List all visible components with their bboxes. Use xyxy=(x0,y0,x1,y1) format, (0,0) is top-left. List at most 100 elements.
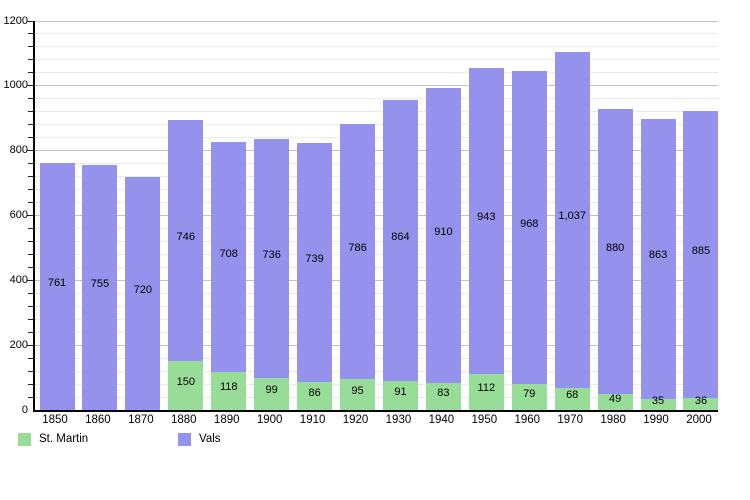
gridline-major xyxy=(35,279,718,281)
x-axis-label: 1950 xyxy=(471,414,498,426)
gridline-minor xyxy=(35,176,718,178)
legend-swatch-st-martin xyxy=(18,432,31,446)
bar-value-label-st-martin: 49 xyxy=(609,392,622,405)
x-axis-label: 1960 xyxy=(514,414,541,426)
y-axis-tick xyxy=(27,279,33,281)
bar-value-label-vals: 943 xyxy=(477,211,496,224)
y-axis-tick xyxy=(28,396,33,398)
y-axis-tick xyxy=(28,318,33,320)
gridline-minor xyxy=(35,59,718,61)
y-axis-tick xyxy=(28,72,33,74)
y-axis-tick xyxy=(28,331,33,333)
y-axis-tick xyxy=(28,240,33,242)
y-axis-label: 400 xyxy=(9,273,28,286)
y-axis-tick xyxy=(28,266,33,268)
gridline-minor xyxy=(35,72,718,74)
x-axis-label: 1920 xyxy=(342,414,369,426)
bar-value-label-st-martin: 68 xyxy=(566,389,579,402)
y-axis-tick xyxy=(28,189,33,191)
bar-segment-vals xyxy=(468,68,504,374)
y-axis-tick xyxy=(27,85,33,87)
y-axis-label: 200 xyxy=(9,338,28,351)
bar-segment-st-martin xyxy=(211,370,247,410)
gridline-minor xyxy=(35,163,718,165)
y-axis-tick xyxy=(28,305,33,307)
y-axis-tick xyxy=(28,357,33,359)
gridline-minor xyxy=(35,266,718,268)
x-axis-label: 1880 xyxy=(171,414,197,426)
legend: St. Martin Vals xyxy=(0,431,750,451)
gridline-minor xyxy=(35,111,718,113)
bar-value-label-vals: 786 xyxy=(348,242,367,255)
y-axis-tick xyxy=(28,292,33,294)
bar-segment-vals xyxy=(511,70,547,385)
gridline-minor xyxy=(35,124,718,126)
y-axis-tick xyxy=(28,124,33,126)
y-axis-tick xyxy=(28,46,33,48)
x-axis-label: 1990 xyxy=(643,414,669,426)
bar-segment-vals xyxy=(640,118,676,399)
legend-item-vals: Vals xyxy=(178,431,221,447)
bar-segment-vals xyxy=(683,111,719,399)
bar-value-label-st-martin: 35 xyxy=(651,394,665,407)
bar-value-label-vals: 910 xyxy=(434,226,453,239)
bar-value-label-vals: 739 xyxy=(305,252,324,265)
bar-value-label-st-martin: 118 xyxy=(219,381,238,394)
bar-segment-vals xyxy=(168,119,204,362)
bar-value-label-st-martin: 95 xyxy=(351,385,364,398)
bar-value-label-st-martin: 83 xyxy=(437,387,450,400)
x-axis-label: 1910 xyxy=(299,414,326,426)
x-axis-label: 1930 xyxy=(385,414,412,426)
gridline-minor xyxy=(35,227,718,229)
gridline-minor xyxy=(35,253,718,255)
y-axis-tick xyxy=(28,202,33,204)
bar-value-label-st-martin: 91 xyxy=(394,385,407,398)
y-axis-tick xyxy=(28,98,33,100)
x-axis-label: 1860 xyxy=(85,414,111,426)
gridline-minor xyxy=(35,189,718,191)
gridline-minor xyxy=(35,357,718,359)
x-axis-label: 2000 xyxy=(686,414,712,426)
bar-value-label-vals: 746 xyxy=(176,230,195,243)
y-axis-tick xyxy=(28,59,33,61)
bar-value-label-st-martin: 79 xyxy=(523,387,536,400)
x-axis: 1850 1860 1870 1880 1890 1900 1910 1920 1930 1940… xyxy=(33,414,716,430)
y-axis-tick xyxy=(27,20,33,22)
gridline-major xyxy=(35,20,718,22)
bar-value-label-st-martin: 99 xyxy=(265,384,278,397)
y-axis-tick xyxy=(28,111,33,113)
gridline-minor xyxy=(35,98,718,100)
y-axis-tick xyxy=(28,163,33,165)
bar-value-label-vals: 720 xyxy=(133,283,153,296)
y-axis-tick xyxy=(28,137,33,139)
gridline-major xyxy=(35,85,718,87)
y-axis-tick xyxy=(28,227,33,229)
bar-segment-vals xyxy=(597,108,633,395)
y-axis-label: 800 xyxy=(9,144,28,157)
x-axis-label: 1870 xyxy=(128,414,154,426)
bar-value-label-vals: 761 xyxy=(47,277,67,290)
gridline-minor xyxy=(35,137,718,139)
gridline-minor xyxy=(35,318,718,320)
bar-value-label-vals: 864 xyxy=(391,230,410,243)
x-axis-label: 1970 xyxy=(557,414,583,426)
y-axis-tick xyxy=(27,344,33,346)
bar-segment-vals xyxy=(125,176,161,410)
gridline-minor xyxy=(35,331,718,333)
y-axis-tick xyxy=(28,33,33,35)
y-axis-label: 1200 xyxy=(3,14,28,27)
bar-value-label-vals: 968 xyxy=(520,218,539,230)
bar-segment-vals xyxy=(382,100,418,381)
bar-segment-vals xyxy=(425,88,461,384)
gridline-minor xyxy=(35,370,718,372)
y-axis-label: 600 xyxy=(9,209,28,221)
gridline-minor xyxy=(35,202,718,204)
y-axis-tick xyxy=(27,150,33,152)
bar-segment-vals xyxy=(554,51,590,388)
bar-value-label-vals: 1,037 xyxy=(558,210,586,223)
gridline-minor xyxy=(35,292,718,294)
bar-segment-vals xyxy=(39,163,75,410)
plot-area: 761 755 720 150 746 118 708 99 736 86 739 95 786 91 86… xyxy=(27,20,719,412)
gridline-minor xyxy=(35,383,718,385)
gridline-major xyxy=(35,150,718,152)
